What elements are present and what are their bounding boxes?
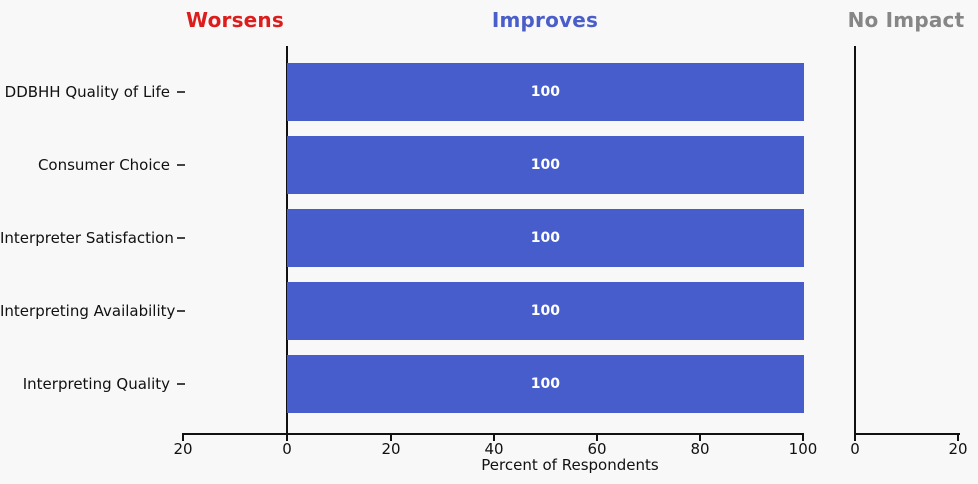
x-tick-mark: [854, 435, 856, 441]
bar-value-label: 100: [530, 303, 560, 319]
x-tick-label: 0: [282, 440, 292, 458]
y-tick-mark: [177, 237, 185, 239]
x-tick-label: 60: [587, 440, 607, 458]
bar: 100: [287, 282, 804, 340]
bar: 100: [287, 209, 804, 267]
x-tick-mark: [699, 435, 701, 441]
section-title-worsens: Worsens: [186, 8, 284, 32]
category-label: Interpreting Availability: [0, 302, 176, 320]
section-title-no-impact: No Impact: [847, 8, 965, 32]
x-tick-label: 0: [850, 440, 860, 458]
y-tick-mark: [177, 383, 185, 385]
no-impact-left-spine: [854, 46, 856, 433]
category-label: Consumer Choice: [37, 156, 170, 174]
bar-value-label: 100: [530, 84, 560, 100]
x-tick-label: 100: [788, 440, 818, 458]
x-tick-mark: [286, 435, 288, 441]
x-tick-mark: [802, 435, 804, 441]
bar-value-label: 100: [530, 376, 560, 392]
bar-value-label: 100: [530, 230, 560, 246]
y-tick-mark: [177, 164, 185, 166]
y-tick-mark: [177, 310, 185, 312]
x-tick-label: 20: [173, 440, 193, 458]
category-label: Interpreter Satisfaction: [0, 229, 174, 247]
main-plot-area: 100 100 100 100 100: [183, 46, 804, 433]
x-axis-spine-no-impact: [854, 433, 960, 435]
x-tick-label: 40: [484, 440, 504, 458]
x-tick-label: 20: [381, 440, 401, 458]
x-tick-label: 20: [948, 440, 968, 458]
x-tick-mark: [493, 435, 495, 441]
bar-value-label: 100: [530, 157, 560, 173]
bar: 100: [287, 63, 804, 121]
bar: 100: [287, 355, 804, 413]
x-axis-label: Percent of Respondents: [481, 456, 659, 474]
x-tick-mark: [957, 435, 959, 441]
x-tick-mark: [390, 435, 392, 441]
section-title-improves: Improves: [491, 8, 599, 32]
x-tick-mark: [182, 435, 184, 441]
x-tick-mark: [596, 435, 598, 441]
category-label: Interpreting Quality: [22, 375, 170, 393]
x-tick-label: 80: [690, 440, 710, 458]
bar: 100: [287, 136, 804, 194]
x-axis-spine-main: [182, 433, 804, 435]
category-label: DDBHH Quality of Life: [4, 83, 170, 101]
y-tick-mark: [177, 91, 185, 93]
